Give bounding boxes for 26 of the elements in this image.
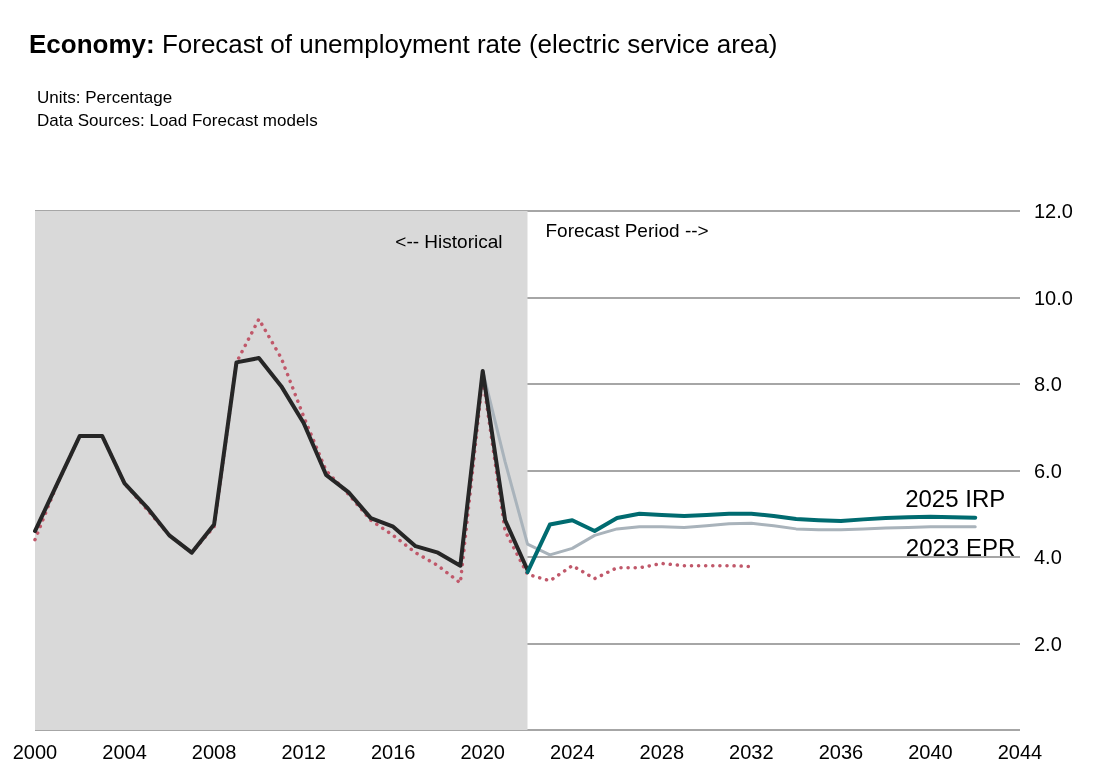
x-tick-label: 2028 — [639, 741, 685, 763]
x-tick-label: 2016 — [370, 741, 416, 763]
x-tick-label: 2008 — [191, 741, 237, 763]
x-tick-label: 2040 — [908, 741, 953, 763]
series-label: 2025 IRP — [905, 485, 1006, 513]
y-tick-label: 4.0 — [1034, 546, 1062, 568]
text: Units: Percentage — [37, 88, 173, 107]
x-tick-label: 2000 — [12, 741, 58, 763]
x-tick-label: 2024 — [550, 741, 595, 763]
line-series — [33, 356, 530, 572]
y-tick-label: 6.0 — [1034, 459, 1062, 482]
x-tick-label: 2020 — [460, 741, 505, 763]
x-tick-label: 2032 — [729, 741, 774, 763]
y-tick-label: 10.0 — [1034, 286, 1073, 309]
x-tick-label: 2012 — [281, 741, 326, 763]
chart-title: Economy: Forecast of unemployment rate (electric service area) — [29, 29, 778, 59]
text: Data Sources: Load Forecast models — [37, 111, 318, 130]
y-tick-label: 8.0 — [1034, 373, 1062, 395]
band-label: <-- Historical — [395, 231, 503, 252]
x-tick-label: 2036 — [818, 741, 864, 763]
y-tick-label: 12.0 — [1034, 200, 1073, 222]
x-tick-label: 2004 — [102, 741, 147, 763]
annotation: Forecast Period --> — [545, 220, 709, 242]
x-tick-label: 2044 — [997, 741, 1043, 763]
series-label: 2023 EPR — [905, 534, 1016, 562]
y-tick-label: 2.0 — [1034, 632, 1062, 655]
